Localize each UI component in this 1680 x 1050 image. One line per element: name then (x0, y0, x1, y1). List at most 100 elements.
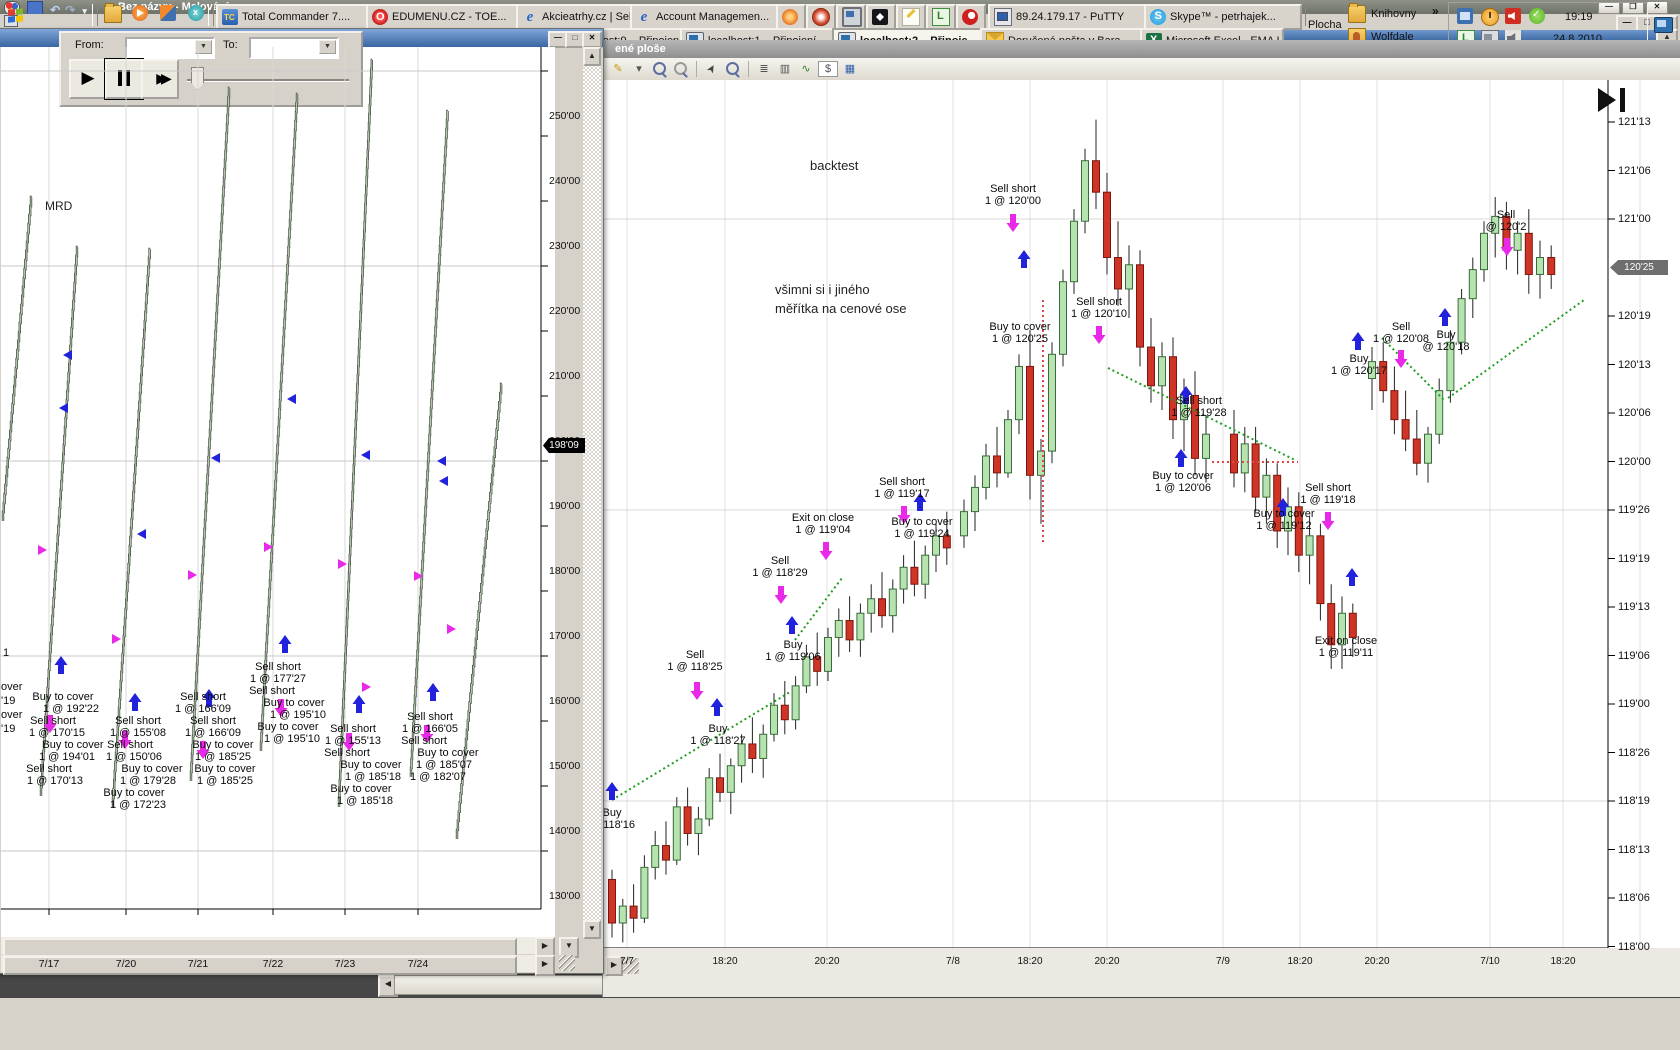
from-dropdown-button[interactable]: ▼ (195, 40, 212, 54)
backtest-chart-window: ené ploše ✎ ▾ ➤ ≣ ▥ ∿ $ ▦ ▶ (602, 40, 1680, 997)
depth-bars-icon[interactable]: ≣ (759, 63, 769, 75)
paint-close-button[interactable]: ✕ (1646, 1, 1668, 14)
diamond-icon (872, 9, 888, 25)
cursor-icon[interactable]: ➤ (704, 62, 720, 76)
tray-clock-icon[interactable] (1481, 8, 1499, 31)
tray-app-window-icon[interactable] (1457, 8, 1473, 29)
totalcmd-icon (222, 9, 238, 25)
zoom-out-icon[interactable] (672, 61, 690, 77)
taskbar-icon-button-diamond-icon[interactable] (866, 4, 896, 30)
taskbar-button-edumenu-cz-toe-[interactable]: EDUMENU.CZ - TOE... (366, 4, 524, 30)
left-hscroll-right-button-2[interactable]: ▶ (535, 955, 555, 976)
plocha-toolbar-label: Plocha (1308, 19, 1342, 31)
putty-icon (994, 8, 1012, 26)
taskbar-icon-button-swirl-icon[interactable] (956, 4, 986, 30)
windows-flag-icon (8, 7, 23, 24)
taskbar-icon-button-firefox-icon[interactable] (776, 4, 806, 30)
to-dropdown-button[interactable]: ▼ (319, 40, 336, 54)
from-label: From: (75, 39, 104, 51)
tray-skype-status-icon[interactable] (1529, 8, 1545, 29)
backtest-chart-canvas (602, 80, 1641, 948)
dropdown-icon[interactable]: ▾ (636, 63, 642, 75)
skype-status-icon (1529, 8, 1545, 24)
folder-icon (1348, 3, 1366, 23)
taskbar-icon-button-lingea-icon[interactable] (926, 4, 956, 30)
plocha-item-knihovny[interactable]: Knihovny (1348, 3, 1416, 23)
tray-clock[interactable]: 19:19 (1565, 11, 1593, 23)
left-resize-grip[interactable] (559, 955, 575, 971)
quicklaunch-package-icon[interactable] (160, 5, 178, 23)
spreadsheet-icon (188, 5, 204, 21)
undo-icon[interactable]: ↶ (50, 3, 61, 17)
to-date-input[interactable]: ▼ (249, 37, 339, 59)
mini-chart-icon[interactable]: ∿ (801, 63, 811, 75)
eye-icon (812, 8, 830, 26)
replay-control-panel: From: ▼ To: ▼ ▶ ▶▶ (59, 31, 363, 107)
taskbar-button-account-managemen-[interactable]: Account Managemen... (630, 4, 782, 30)
quicklaunch-folder-icon[interactable] (104, 3, 122, 23)
zoom-in-icon[interactable] (651, 61, 669, 77)
save-icon[interactable] (27, 1, 44, 15)
ie-icon (522, 9, 538, 25)
taskbar-icon-button-eye-icon[interactable] (806, 4, 836, 30)
from-date-input[interactable]: ▼ (125, 37, 215, 59)
right-hscroll-button[interactable]: ▶ (605, 956, 623, 976)
dollar-icon[interactable]: $ (818, 61, 838, 77)
taskbar-button-skype-petrhajek-[interactable]: Skype™ - petrhajek... (1144, 4, 1302, 30)
replay-chart-canvas (1, 47, 548, 915)
app-window-icon (1457, 8, 1473, 24)
redo-icon[interactable]: ↷ (65, 3, 76, 17)
left-vscroll-down-button[interactable]: ▼ (583, 920, 601, 939)
quicklaunch-media-player-icon[interactable] (132, 5, 150, 23)
lingea-icon (932, 8, 950, 26)
pencil-icon[interactable]: ✎ (613, 63, 623, 75)
right-chart-toolbar: ✎ ▾ ➤ ≣ ▥ ∿ $ ▦ (603, 58, 1680, 81)
swirl-icon (962, 9, 978, 25)
taskbar-button-akcieatrhy-cz-sekt-[interactable]: Akcieatrhy.cz | Sekt... (516, 4, 638, 30)
replay-chart-window: — □ ✕ ▲ ▼ ▶ ▶ ▼ From: ▼ To: ▼ ▶ ▶▶ (0, 28, 604, 976)
to-label: To: (223, 39, 238, 51)
taskbar-icon-button-display-icon[interactable] (836, 4, 866, 30)
opera-icon (372, 9, 388, 25)
replay-slider-track[interactable] (187, 79, 349, 82)
right-resize-grip[interactable] (623, 958, 639, 974)
left-close-button[interactable]: ✕ (582, 31, 602, 48)
ie-icon (636, 9, 652, 25)
package-icon (160, 5, 176, 21)
zoom-window-icon[interactable] (724, 61, 742, 77)
right-window-title: ené ploše (615, 43, 666, 55)
tray-volume-red-icon[interactable] (1505, 8, 1521, 29)
taskbar-button-89-24-179-17-putty[interactable]: 89.24.179.17 - PuTTY (988, 4, 1150, 30)
firefox-icon (782, 9, 798, 25)
left-vscrollbar[interactable]: ▲ ▼ (583, 47, 601, 939)
play-button[interactable]: ▶ (69, 59, 107, 99)
right-window-bottom-bar: ▶ (603, 948, 1680, 978)
clock-icon (1481, 8, 1499, 26)
quicklaunch-spreadsheet-icon[interactable] (188, 5, 206, 23)
toolbar-dropdown-icon[interactable]: ▾ (82, 6, 87, 16)
pencil-icon (902, 8, 920, 26)
right-chart-plot-area[interactable] (603, 80, 1680, 948)
paint-restore-button[interactable]: ❐ (1622, 1, 1644, 14)
taskbar-button-total-commander-7-[interactable]: Total Commander 7.... (216, 4, 374, 30)
left-hscrollbar-2[interactable]: ▶ (1, 955, 555, 976)
fast-forward-button[interactable]: ▶▶ (141, 59, 179, 99)
skype-icon (1150, 9, 1166, 25)
folder-icon (104, 3, 122, 23)
paint-minimize-button[interactable]: — (1598, 1, 1620, 14)
taskbar-icon-button-pencil-icon[interactable] (896, 4, 926, 30)
right-window-titlebar[interactable]: ené ploše (603, 40, 1680, 58)
left-hscrollbar-1[interactable]: ▶ (1, 937, 555, 958)
show-desktop-button[interactable] (1654, 17, 1673, 33)
left-hscroll-thumb-2[interactable] (3, 956, 517, 975)
media-player-icon (132, 5, 148, 21)
plocha-chevron[interactable]: » (1432, 4, 1439, 18)
left-vscroll-up-button[interactable]: ▲ (583, 47, 601, 66)
taskbar-grip-2[interactable] (208, 4, 214, 26)
table-icon[interactable]: ▦ (844, 63, 856, 75)
taskbar-grip[interactable] (92, 4, 98, 26)
display-icon (842, 7, 862, 27)
columns-icon[interactable]: ▥ (779, 63, 791, 75)
volume-red-icon (1505, 8, 1521, 24)
